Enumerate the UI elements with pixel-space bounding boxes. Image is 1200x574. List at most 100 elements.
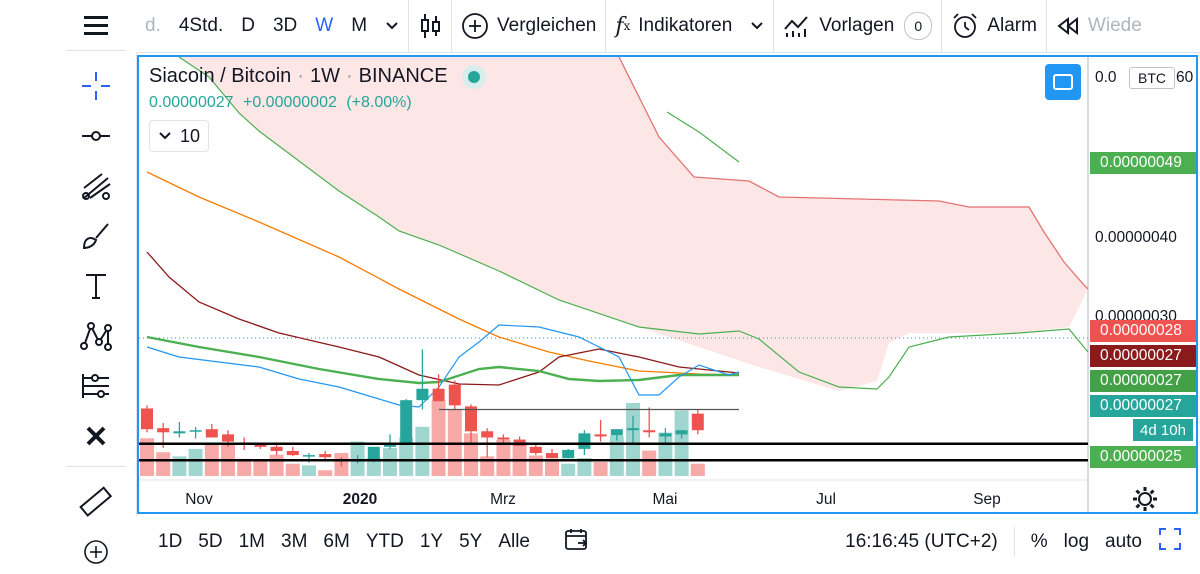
fib-tools-icon[interactable] — [56, 164, 136, 208]
fullscreen-button[interactable] — [1045, 64, 1081, 100]
templates-button[interactable]: Vorlagen 0 — [774, 0, 941, 52]
timezone-button[interactable]: 16:16:45 (UTC+2) — [845, 531, 998, 552]
chevron-down-icon — [386, 22, 398, 30]
text-tool-icon[interactable] — [56, 264, 136, 308]
chart-type-button[interactable] — [409, 0, 451, 52]
interval-1[interactable]: 4Std. — [178, 15, 224, 36]
candle-body — [205, 429, 218, 438]
templates-count-badge: 0 — [904, 12, 933, 40]
price-tick-top-partial-right: 60 — [1176, 69, 1194, 86]
menu-icon[interactable] — [56, 4, 136, 48]
pattern-tool-icon[interactable] — [56, 314, 136, 358]
indicators-label: Indikatoren — [638, 15, 733, 36]
ruler-icon[interactable] — [56, 480, 136, 524]
chart-canvas[interactable] — [139, 57, 1198, 514]
price-tick: 0.00000040 — [1095, 229, 1177, 246]
price-label-lower: 0.00000025 — [1090, 446, 1196, 468]
range-5[interactable]: YTD — [365, 531, 404, 552]
volume-bar — [318, 470, 333, 476]
gear-icon[interactable] — [1131, 485, 1159, 513]
price-tick-top-partial: 0.0 — [1095, 69, 1117, 86]
ichimoku-span-a-ext — [758, 328, 1089, 390]
percent-scale-button[interactable]: % — [1030, 531, 1048, 552]
volume-bar — [496, 439, 511, 476]
interval-2[interactable]: D — [241, 15, 255, 36]
legend-values: 0.00000027 +0.00000002 (+8.00%) — [149, 94, 486, 112]
volume-bar — [237, 458, 252, 476]
legend-exchange: BINANCE — [358, 65, 448, 87]
ma-orange — [146, 171, 740, 376]
ichimoku-span-a — [178, 57, 760, 340]
auto-scale-button[interactable]: auto — [1105, 531, 1142, 552]
chart-pane[interactable]: Siacoin / Bitcoin · 1W · BINANCE 0.00000… — [137, 55, 1198, 514]
fit-screen-button[interactable] — [1150, 527, 1190, 557]
currency-badge[interactable]: BTC — [1129, 67, 1175, 89]
zoom-in-icon[interactable] — [56, 530, 136, 574]
volume-bar — [302, 465, 316, 476]
range-0[interactable]: 1D — [158, 531, 183, 552]
remove-drawings-icon[interactable] — [56, 414, 136, 458]
range-4[interactable]: 6M — [323, 531, 350, 552]
interval-4[interactable]: W — [315, 15, 334, 36]
trend-line-icon[interactable] — [56, 114, 136, 158]
chart-legend: Siacoin / Bitcoin · 1W · BINANCE 0.00000… — [149, 65, 486, 152]
candle-body — [141, 408, 153, 430]
compare-button[interactable]: Vergleichen — [452, 0, 605, 52]
range-3[interactable]: 3M — [281, 531, 308, 552]
log-scale-button[interactable]: log — [1063, 531, 1090, 552]
time-tick: Mai — [652, 491, 678, 508]
range-2[interactable]: 1M — [238, 531, 265, 552]
time-tick: Mrz — [490, 491, 516, 508]
measure-tools-icon[interactable] — [56, 364, 136, 408]
interval-0[interactable]: d. — [145, 15, 161, 36]
time-tick: Jul — [816, 491, 836, 508]
candle-body — [157, 428, 170, 433]
indicators-dropdown[interactable] — [741, 0, 773, 52]
candle-body — [546, 453, 558, 459]
bottom-toolbar: 1D 5D 1M 3M 6M YTD 1Y 5Y Alle 16:16:45 (UTC+2) %… — [136, 516, 1200, 568]
templates-label: Vorlagen — [819, 15, 895, 36]
alarm-clock-icon — [951, 12, 979, 40]
volume-bar — [528, 455, 543, 476]
candle-body — [432, 388, 445, 402]
volume-bar — [383, 448, 397, 476]
volume-bar — [690, 463, 705, 476]
candle-body — [319, 454, 332, 458]
candle-body — [610, 429, 623, 436]
volume-bar — [188, 448, 203, 476]
candle-body — [497, 437, 510, 440]
range-7[interactable]: 5Y — [459, 531, 483, 552]
crosshair-icon[interactable] — [56, 64, 136, 108]
candle-body — [303, 455, 315, 457]
interval-5[interactable]: M — [351, 15, 368, 36]
replay-label: Wiede — [1087, 15, 1142, 36]
interval-3[interactable]: 3D — [272, 15, 298, 36]
legend-symbol: Siacoin / Bitcoin — [149, 65, 292, 87]
volume-bar — [253, 460, 268, 476]
range-8[interactable]: Alle — [498, 531, 530, 552]
legend-collapse-button[interactable]: 10 — [149, 120, 209, 152]
range-6[interactable]: 1Y — [419, 531, 444, 552]
volume-bar — [399, 437, 414, 476]
brush-icon[interactable] — [56, 214, 136, 258]
alert-button[interactable]: Alarm — [942, 0, 1046, 52]
price-label-last: 0.00000027 — [1090, 395, 1196, 417]
alert-label: Alarm — [987, 15, 1037, 36]
candle-body — [529, 446, 542, 454]
range-1[interactable]: 5D — [198, 531, 223, 552]
candle-body — [562, 449, 575, 459]
bar-countdown: 4d 10h — [1133, 419, 1193, 441]
go-to-date-button[interactable] — [556, 527, 598, 557]
candle-body — [254, 444, 267, 447]
candle-body — [416, 388, 429, 401]
interval-dropdown-chevron[interactable] — [376, 0, 408, 52]
tenkan-line — [146, 324, 740, 408]
candle-body — [481, 431, 494, 438]
chevron-down-icon — [751, 22, 763, 30]
legend-interval: 1W — [309, 65, 340, 87]
replay-button[interactable]: Wiede — [1047, 0, 1151, 52]
candle-body — [675, 430, 688, 435]
